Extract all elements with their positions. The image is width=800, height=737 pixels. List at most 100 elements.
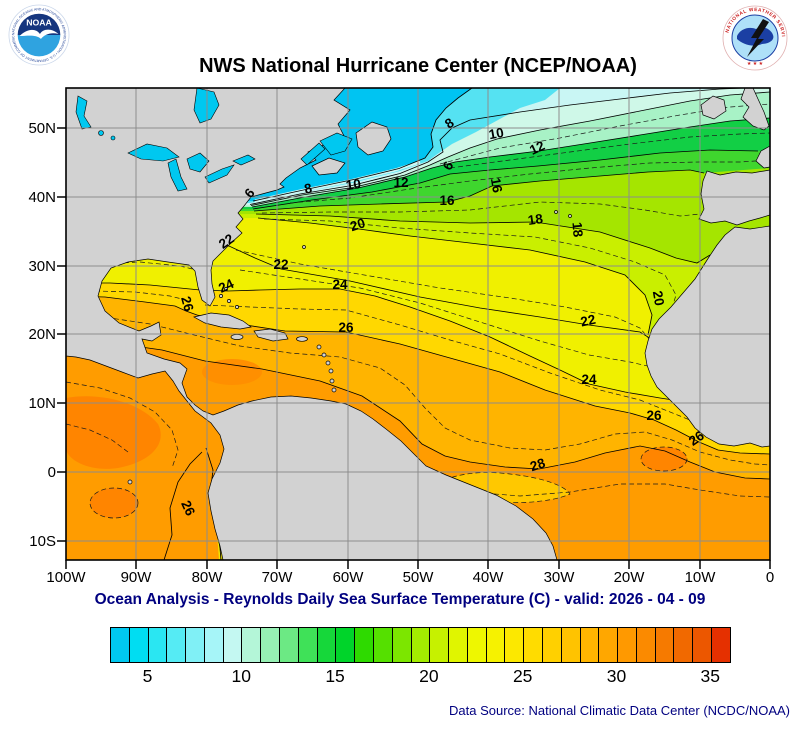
colorbar-cell: [618, 628, 637, 662]
lat-tick-label: 40N: [28, 189, 56, 206]
colorbar-cell: [542, 628, 562, 662]
colorbar-cell: [129, 628, 149, 662]
noaa-gull-icon: [19, 29, 59, 39]
lat-axis: 50N 40N 30N 20N 10N 0 10S: [28, 120, 66, 550]
colorbar-cell: [392, 628, 412, 662]
colorbar-cell: [505, 628, 525, 662]
contour-label: 24: [216, 276, 236, 296]
colorbar-cell: [524, 628, 543, 662]
contour-label: 22: [579, 312, 597, 330]
colorbar-cell: [223, 628, 243, 662]
colorbar-cell: [167, 628, 187, 662]
colorbar-cell: [242, 628, 262, 662]
colorbar-cell: [712, 628, 730, 662]
contour-label: 8: [303, 180, 314, 196]
colorbar-cell: [561, 628, 581, 662]
nws-stars: ★ ★ ★: [747, 61, 764, 67]
contour-label: 12: [527, 138, 547, 158]
colorbar-ticks: 5 10 15 20 25 30 35: [110, 666, 729, 692]
contour-label: 26: [178, 295, 197, 314]
colorbar-tick-label: 30: [606, 666, 627, 686]
colorbar-cell: [298, 628, 318, 662]
nws-logo: NATIONAL WEATHER SERVICE ★ ★ ★: [722, 5, 788, 71]
lon-tick-label: 60W: [333, 569, 365, 586]
lon-tick-label: 100W: [46, 569, 86, 586]
colorbar-cell: [674, 628, 694, 662]
nws-lightning-icon: [747, 19, 769, 57]
lon-tick-label: 90W: [121, 569, 153, 586]
page-title: NWS National Hurricane Center (NCEP/NOAA…: [199, 55, 637, 77]
contour-label: 16: [439, 193, 455, 208]
colorbar-tick-label: 20: [419, 666, 439, 686]
colorbar-cell: [280, 628, 299, 662]
gridlines: [66, 88, 770, 560]
colorbar-tick-label: 25: [512, 666, 533, 686]
contour-label: 12: [393, 175, 408, 190]
colorbar-cell: [693, 628, 712, 662]
contour-label: 26: [646, 408, 662, 423]
data-source: Data Source: National Climatic Data Cent…: [449, 703, 790, 718]
lon-tick-label: 10W: [685, 569, 717, 586]
colorbar-cell: [449, 628, 468, 662]
colorbar-cell: [580, 628, 600, 662]
colorbar-cell: [486, 628, 506, 662]
colorbar-cell: [636, 628, 656, 662]
contour-label: 22: [216, 231, 237, 252]
noaa-sky: [17, 13, 61, 35]
contour-label: 28: [528, 455, 547, 474]
lon-tick-label: 0: [766, 569, 774, 586]
colorbar-cell: [261, 628, 281, 662]
colorbar-cell: [111, 628, 130, 662]
contour-label: 10: [488, 125, 505, 142]
noaa-sea: [17, 35, 61, 57]
lat-tick-label: 20N: [28, 326, 56, 343]
contours-dashed: [66, 103, 770, 519]
lon-tick-label: 80W: [192, 569, 224, 586]
contour-label: 26: [178, 498, 198, 518]
lat-tick-label: 30N: [28, 258, 56, 275]
contour-label: 10: [345, 176, 362, 193]
lon-axis: 100W 90W 80W 70W 60W 50W 40W 30W 20W 10W 0: [46, 560, 774, 586]
colorbar: [110, 627, 731, 663]
colorbar-cell: [467, 628, 487, 662]
colorbar-cell: [186, 628, 205, 662]
colorbar-tick-label: 35: [700, 666, 720, 686]
colorbar-cell: [430, 628, 450, 662]
contour-label: 24: [332, 277, 348, 292]
lat-tick-label: 0: [48, 464, 56, 481]
colorbar-cell: [355, 628, 374, 662]
contour-label: 16: [488, 177, 505, 195]
contour-label: 24: [581, 372, 597, 387]
colorbar-cell: [411, 628, 431, 662]
lat-tick-label: 10S: [29, 533, 56, 550]
lat-tick-label: 10N: [28, 395, 56, 412]
lon-tick-label: 50W: [403, 569, 435, 586]
colorbar-cell: [373, 628, 393, 662]
colorbar-tick-label: 10: [231, 666, 252, 686]
lat-tick-label: 50N: [28, 120, 56, 137]
colorbar-cell: [204, 628, 224, 662]
lon-tick-label: 30W: [544, 569, 576, 586]
colorbar-tick-label: 5: [142, 666, 153, 686]
contour-label: 18: [527, 211, 544, 228]
lon-tick-label: 20W: [614, 569, 646, 586]
contour-label: 20: [348, 215, 367, 234]
colorbar-cell: [317, 628, 337, 662]
lon-tick-label: 70W: [262, 569, 294, 586]
contour-label: 26: [338, 320, 354, 335]
contour-label: 18: [569, 221, 585, 238]
map-caption: Ocean Analysis - Reynolds Daily Sea Surf…: [94, 591, 706, 608]
noaa-logo: NATIONAL OCEANIC AND ATMOSPHERIC ADMINIS…: [8, 4, 70, 66]
colorbar-cell: [148, 628, 168, 662]
lon-tick-label: 40W: [473, 569, 505, 586]
colorbar-cell: [599, 628, 619, 662]
colorbar-tick-label: 15: [325, 666, 345, 686]
noaa-label: NOAA: [26, 17, 52, 27]
colorbar-cell: [336, 628, 356, 662]
colorbar-cell: [655, 628, 675, 662]
contour-label: 22: [273, 257, 288, 272]
contour-label: 20: [650, 290, 667, 307]
